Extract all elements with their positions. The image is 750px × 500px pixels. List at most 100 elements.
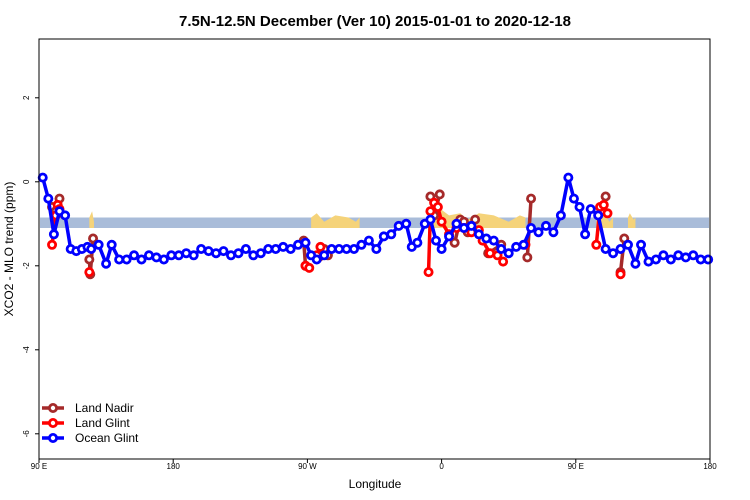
ocean-glint-point <box>600 243 611 254</box>
ocean-glint-point <box>363 235 374 246</box>
y-tick-label: -2 <box>22 262 31 270</box>
ocean-glint-point <box>401 218 412 229</box>
ocean-glint-point <box>574 201 585 212</box>
legend-marker <box>48 417 59 428</box>
ocean-glint-point <box>188 250 199 261</box>
land-patch-2 <box>311 213 360 228</box>
ocean-glint-point <box>540 220 551 231</box>
ocean-glint-point <box>568 193 579 204</box>
x-axis-label: Longitude <box>349 477 402 491</box>
ocean-glint-point <box>593 210 604 221</box>
plot-border <box>38 38 711 460</box>
ocean-glint-point <box>473 229 484 240</box>
y-tick-label: -6 <box>22 430 31 438</box>
land-glint-point <box>498 256 509 267</box>
ocean-glint-point <box>106 239 117 250</box>
land-glint-point <box>615 269 626 280</box>
land-glint-point <box>304 262 315 273</box>
land-nadir-point <box>600 191 611 202</box>
y-tick-label: 2 <box>22 95 31 100</box>
land-glint-point <box>84 267 95 278</box>
ocean-glint-point <box>451 218 462 229</box>
ocean-glint-point <box>580 229 591 240</box>
ocean-glint-point <box>158 254 169 265</box>
ocean-glint-point <box>650 254 661 265</box>
x-tick-label: 90 E <box>31 462 47 471</box>
ocean-glint-point <box>121 254 132 265</box>
ocean-glint-point <box>240 243 251 254</box>
ocean-glint-point <box>233 248 244 259</box>
legend-label: Ocean Glint <box>75 431 139 445</box>
ocean-glint-point <box>585 204 596 215</box>
x-tick-label: 90 E <box>568 462 584 471</box>
ocean-glint-point <box>703 254 714 265</box>
ocean-glint-point <box>518 239 529 250</box>
land-nadir-point <box>522 252 533 263</box>
legend-marker <box>48 402 59 413</box>
ocean-glint-point <box>412 237 423 248</box>
land-nadir-point <box>88 233 99 244</box>
ocean-glint-point <box>37 172 48 183</box>
ocean-glint-point <box>311 254 322 265</box>
ocean-glint-series <box>37 172 714 269</box>
ocean-glint-point <box>136 254 147 265</box>
ocean-glint-point <box>300 237 311 248</box>
ocean-glint-point <box>636 239 647 250</box>
x-tick-label: 0 <box>439 462 444 471</box>
ocean-glint-point <box>688 250 699 261</box>
ocean-glint-point <box>43 193 54 204</box>
ocean-glint-point <box>386 229 397 240</box>
land-glint-point <box>423 267 434 278</box>
land-glint-point <box>315 241 326 252</box>
ocean-glint-point <box>319 250 330 261</box>
land-nadir-point <box>84 254 95 265</box>
land-glint-point <box>591 239 602 250</box>
ocean-glint-point <box>615 243 626 254</box>
y-axis-ticks: 2 0 -2 -4 -6 <box>22 95 39 437</box>
land-nadir-point <box>434 189 445 200</box>
ocean-glint-point <box>444 231 455 242</box>
ocean-glint-point <box>466 220 477 231</box>
ocean-glint-point <box>665 254 676 265</box>
land-glint-point <box>602 208 613 219</box>
x-axis-ticks: 90 E 180 90 W 0 90 E 180 <box>31 459 717 471</box>
ocean-glint-point <box>503 248 514 259</box>
land-nadir-point <box>526 193 537 204</box>
ocean-glint-point <box>608 248 619 259</box>
ocean-glint-point <box>658 250 669 261</box>
ocean-glint-point <box>533 227 544 238</box>
legend-label: Land Glint <box>75 416 130 430</box>
ocean-glint-point <box>425 214 436 225</box>
y-axis-label: XCO2 - MLO trend (ppm) <box>2 182 16 317</box>
ocean-glint-point <box>371 243 382 254</box>
ocean-glint-point <box>255 248 266 259</box>
ocean-glint-point <box>496 243 507 254</box>
ocean-glint-point <box>101 258 112 269</box>
ocean-glint-point <box>93 239 104 250</box>
x-tick-label: 180 <box>167 462 181 471</box>
legend-marker <box>48 432 59 443</box>
ocean-glint-point <box>48 229 59 240</box>
x-tick-label: 90 W <box>298 462 317 471</box>
land-glint-point <box>598 199 609 210</box>
land-patch-1 <box>89 211 94 228</box>
y-tick-label: -4 <box>22 346 31 354</box>
ocean-glint-point <box>348 243 359 254</box>
land-nadir-point <box>449 237 460 248</box>
ocean-glint-point <box>86 243 97 254</box>
land-glint-point <box>432 201 443 212</box>
ocean-glint-point <box>436 243 447 254</box>
ocean-glint-point <box>555 210 566 221</box>
ocean-glint-point <box>431 235 442 246</box>
land-patch-5 <box>627 213 636 228</box>
ocean-glint-point <box>548 227 559 238</box>
chart-title: 7.5N-12.5N December (Ver 10) 2015-01-01 … <box>179 13 571 30</box>
land-glint-point <box>436 216 447 227</box>
legend-label: Land Nadir <box>75 401 134 415</box>
y-tick-label: 0 <box>22 179 31 184</box>
land-glint-point <box>425 206 436 217</box>
ocean-glint-point <box>488 235 499 246</box>
land-glint-point <box>47 239 58 250</box>
